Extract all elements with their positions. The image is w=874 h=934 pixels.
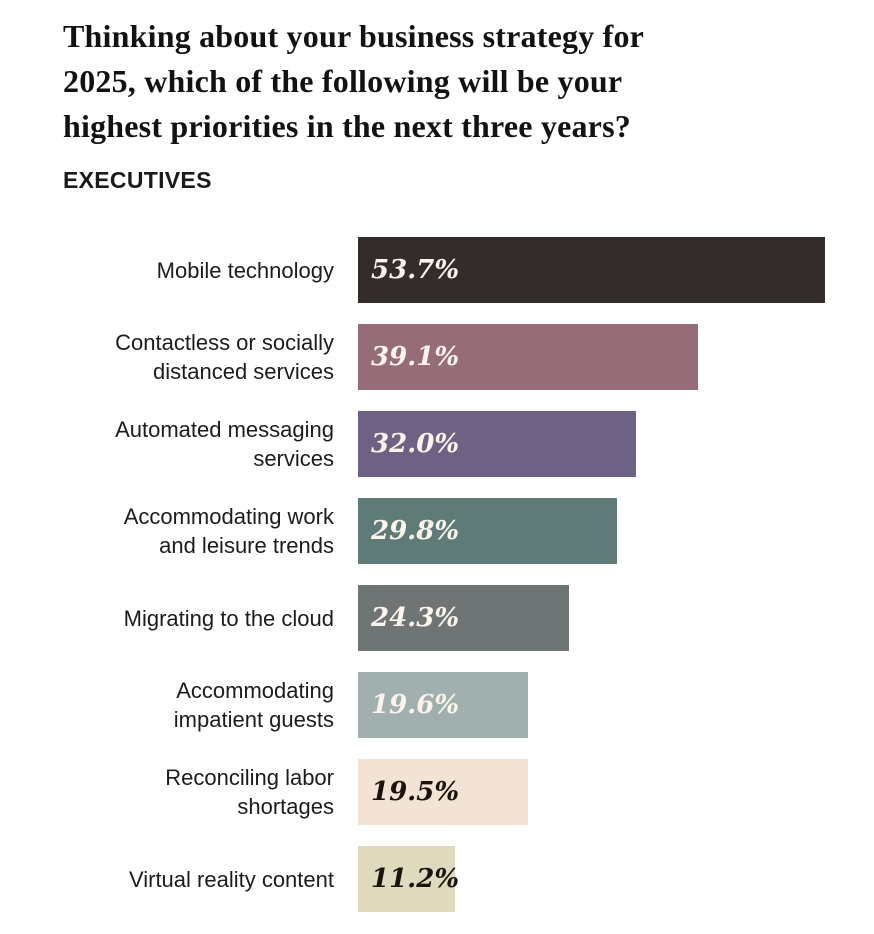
bar-value-label: 24.3% [371,603,460,633]
chart-row: Accommodating work and leisure trends 29… [63,498,874,564]
chart-row: Contactless or socially distanced servic… [63,324,874,390]
bar-value-label: 29.8% [371,516,460,546]
chart-row: Reconciling labor shortages 19.5% [63,759,874,825]
chart-row: Automated messaging services 32.0% [63,411,874,477]
chart-row: Migrating to the cloud 24.3% [63,585,874,651]
category-label: Automated messaging services [115,417,334,471]
bar-value-label: 19.5% [371,777,460,807]
category-label: Accommodating impatient guests [173,678,334,732]
chart-row: Virtual reality content 11.2% [63,846,874,912]
bar-value-label: 53.7% [371,255,460,285]
bar: 24.3% [358,585,569,651]
bar: 29.8% [358,498,617,564]
chart-subtitle: EXECUTIVES [63,167,212,193]
category-label: Accommodating work and leisure trends [123,504,334,558]
bar: 32.0% [358,411,636,477]
bar: 53.7% [358,237,825,303]
bar-chart: Mobile technology 53.7% Contactless or s… [63,237,874,912]
chart-row: Mobile technology 53.7% [63,237,874,303]
category-label: Virtual reality content [128,866,334,892]
bar: 39.1% [358,324,698,390]
bar-value-label: 11.2% [371,864,460,894]
category-label: Mobile technology [156,257,334,283]
bar: 19.6% [358,672,528,738]
bar-value-label: 19.6% [371,690,460,720]
category-label: Contactless or socially distanced servic… [115,330,334,384]
category-label: Reconciling labor shortages [165,765,334,819]
bar: 19.5% [358,759,528,825]
bar: 11.2% [358,846,459,912]
bar-value-label: 32.0% [371,429,460,459]
chart-row: Accommodating impatient guests 19.6% [63,672,874,738]
chart-title-line-3: highest priorities in the next three yea… [63,108,631,144]
chart-title-line-2: 2025, which of the following will be you… [63,63,623,99]
category-label: Migrating to the cloud [123,605,334,631]
chart-title: Thinking about your business strategy fo… [63,14,874,149]
chart-title-line-1: Thinking about your business strategy fo… [63,18,645,54]
bar-value-label: 39.1% [371,342,460,372]
